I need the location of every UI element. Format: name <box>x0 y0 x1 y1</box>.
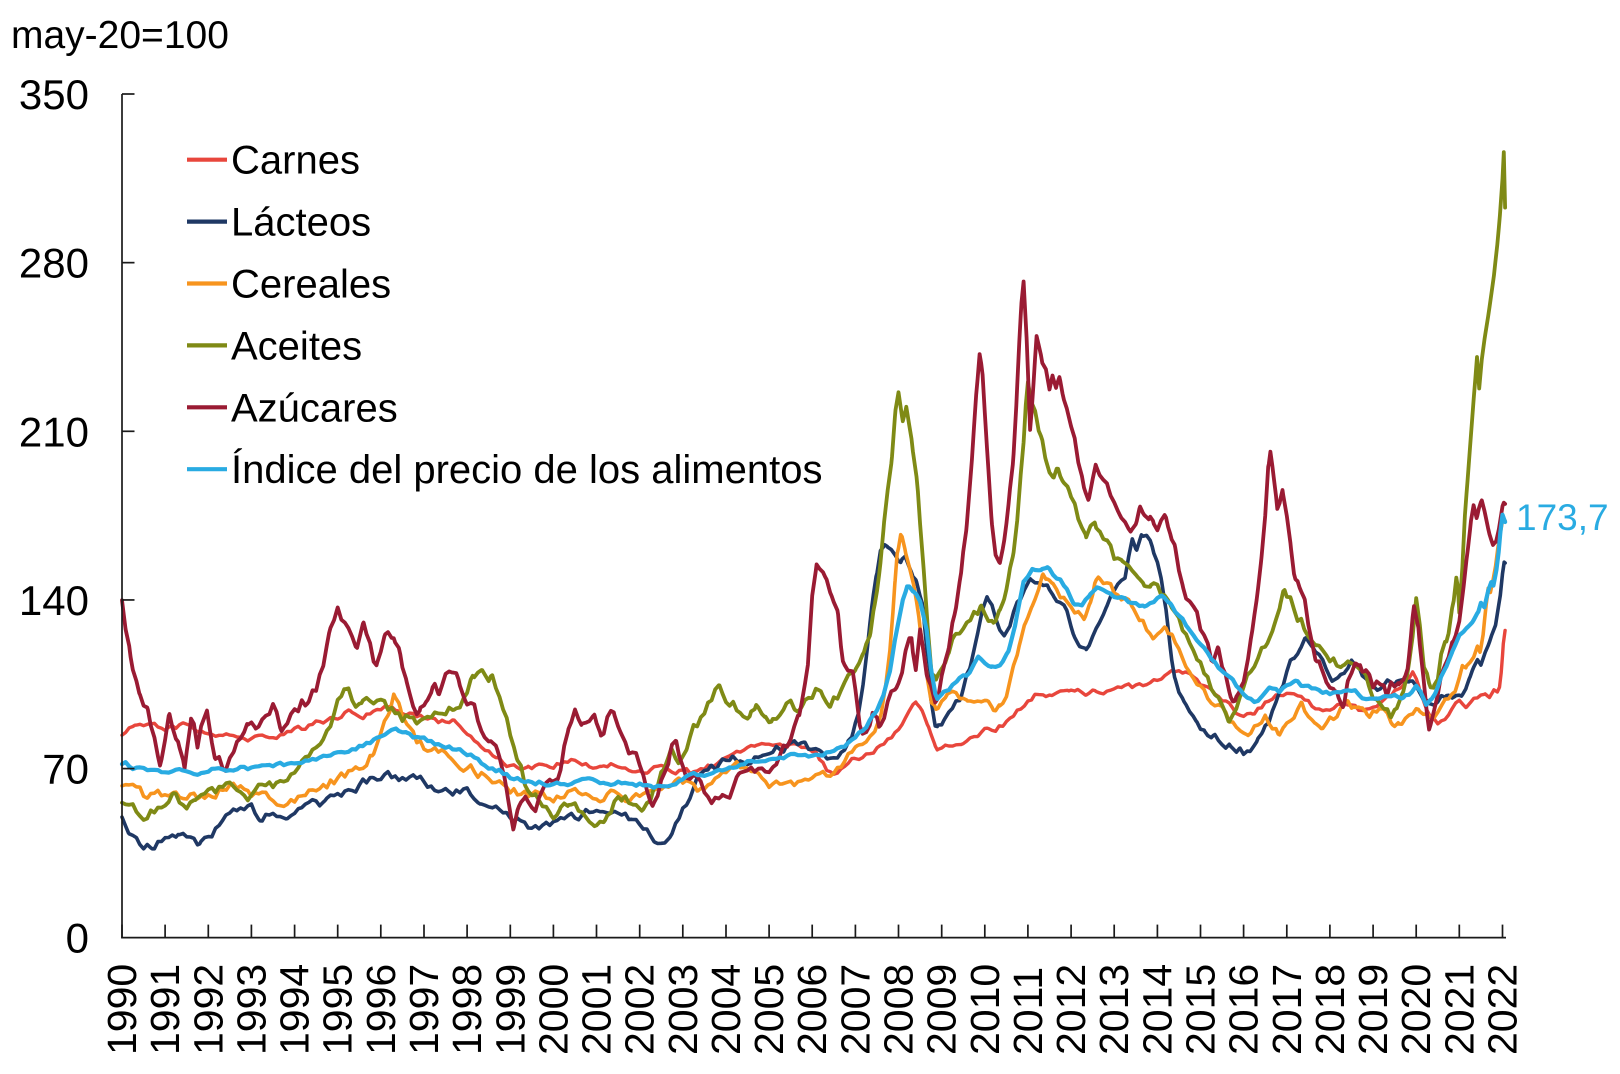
svg-text:2003: 2003 <box>660 964 706 1055</box>
svg-text:2022: 2022 <box>1480 964 1526 1055</box>
svg-text:2000: 2000 <box>530 964 576 1055</box>
svg-text:2014: 2014 <box>1134 964 1180 1055</box>
svg-text:2012: 2012 <box>1048 964 1094 1055</box>
svg-text:210: 210 <box>19 408 89 455</box>
svg-text:2009: 2009 <box>919 964 965 1055</box>
svg-text:2010: 2010 <box>962 964 1008 1055</box>
svg-text:2013: 2013 <box>1091 964 1137 1055</box>
svg-text:2016: 2016 <box>1221 964 1267 1055</box>
svg-text:1999: 1999 <box>487 964 533 1055</box>
svg-text:2006: 2006 <box>789 964 835 1055</box>
svg-text:may-20=100: may-20=100 <box>11 14 229 57</box>
svg-text:2008: 2008 <box>876 964 922 1055</box>
svg-text:Azúcares: Azúcares <box>231 386 398 430</box>
svg-text:1992: 1992 <box>185 964 231 1055</box>
svg-text:280: 280 <box>19 240 89 287</box>
svg-text:2004: 2004 <box>703 964 749 1055</box>
svg-text:2015: 2015 <box>1178 964 1224 1055</box>
svg-text:2018: 2018 <box>1307 964 1353 1055</box>
svg-text:350: 350 <box>19 71 89 118</box>
svg-text:1995: 1995 <box>315 964 361 1055</box>
svg-text:1993: 1993 <box>228 964 274 1055</box>
svg-text:2019: 2019 <box>1350 964 1396 1055</box>
svg-text:2020: 2020 <box>1393 964 1439 1055</box>
svg-text:1997: 1997 <box>401 964 447 1055</box>
svg-text:Aceites: Aceites <box>231 324 362 368</box>
svg-text:Carnes: Carnes <box>231 139 360 183</box>
svg-text:Cereales: Cereales <box>231 263 391 307</box>
svg-text:140: 140 <box>19 577 89 624</box>
svg-text:1998: 1998 <box>444 964 490 1055</box>
svg-text:173,7: 173,7 <box>1516 497 1609 538</box>
svg-text:2021: 2021 <box>1436 964 1482 1055</box>
svg-text:2001: 2001 <box>574 964 620 1055</box>
svg-text:2005: 2005 <box>746 964 792 1055</box>
svg-text:1994: 1994 <box>272 964 318 1055</box>
svg-text:2011: 2011 <box>1005 967 1051 1055</box>
svg-text:2017: 2017 <box>1264 964 1310 1055</box>
svg-text:1990: 1990 <box>99 964 145 1055</box>
svg-text:Lácteos: Lácteos <box>231 201 371 245</box>
svg-text:70: 70 <box>42 746 89 793</box>
svg-text:2007: 2007 <box>832 964 878 1055</box>
svg-text:2002: 2002 <box>617 964 663 1055</box>
svg-text:1991: 1991 <box>142 964 188 1055</box>
svg-text:Índice del precio de los alime: Índice del precio de los alimentos <box>231 447 822 492</box>
svg-text:0: 0 <box>66 914 89 961</box>
svg-text:1996: 1996 <box>358 964 404 1055</box>
